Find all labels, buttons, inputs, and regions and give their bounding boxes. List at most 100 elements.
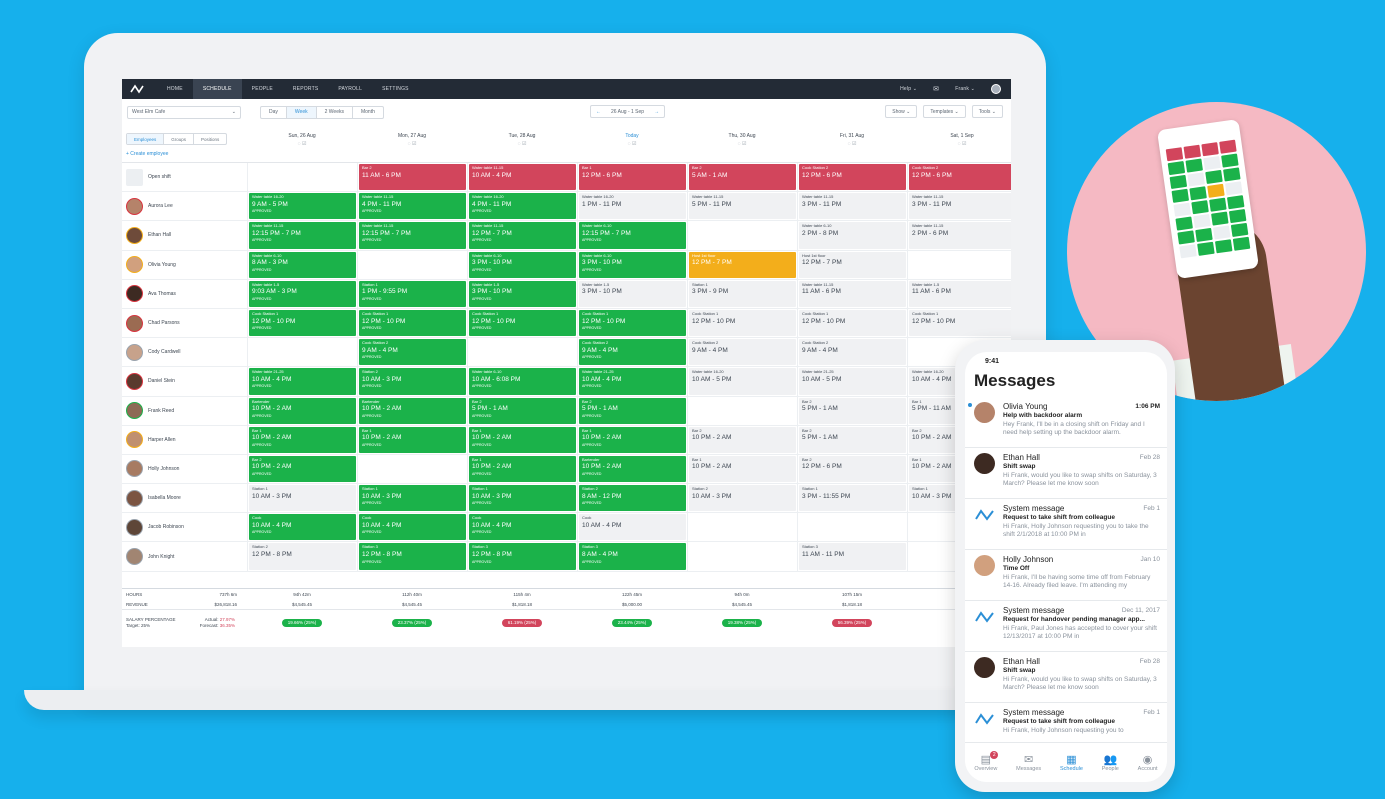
tab-messages[interactable]: ✉ Messages (1016, 754, 1041, 772)
employee-cell[interactable]: Aurora Lee (122, 192, 247, 220)
message-item[interactable]: Holly Johnson Time Off Hi Frank, I'll be h… (965, 550, 1167, 601)
show-button[interactable]: Show ⌄ (885, 105, 918, 118)
shift-block[interactable]: Water table 16-20 10 AM - 5 PM (689, 368, 796, 395)
schedule-cell[interactable]: Water table 11-15 5 PM - 11 PM (687, 192, 797, 221)
nav-item-settings[interactable]: SETTINGS (382, 86, 409, 92)
message-item[interactable]: Ethan Hall Shift swap Hi Frank, would you … (965, 448, 1167, 499)
view-tab-positions[interactable]: Positions (201, 136, 220, 142)
employee-cell[interactable]: Chad Parsons (122, 309, 247, 337)
schedule-cell[interactable]: Bar 1 10 PM - 2 AM APPROVED (357, 425, 467, 454)
shift-block[interactable]: Water table 11-15 12:15 PM - 7 PM APPROVED (249, 222, 356, 249)
schedule-cell[interactable]: Bar 1 12 PM - 6 PM (577, 163, 687, 192)
schedule-cell[interactable]: Station 3 11 AM - 11 PM (797, 542, 907, 571)
shift-block[interactable]: Station 1 10 AM - 3 PM APPROVED (469, 485, 576, 512)
employee-cell[interactable]: Ava Thomas (122, 280, 247, 308)
day-label[interactable]: Sat, 1 Sep (950, 133, 974, 139)
shift-block[interactable]: Water table 6-10 2 PM - 8 PM (799, 222, 906, 249)
schedule-cell[interactable]: Water table 21-25 10 AM - 5 PM (797, 367, 907, 396)
shift-block[interactable]: Water table 11-15 12 PM - 7 PM APPROVED (469, 222, 576, 249)
schedule-cell[interactable]: Bartender 10 PM - 2 AM APPROVED (577, 454, 687, 484)
schedule-cell[interactable] (907, 250, 1011, 279)
day-actions-icon[interactable]: ◌ ☑ (627, 141, 637, 147)
schedule-cell[interactable]: Water table 16-20 10 AM - 5 PM (687, 367, 797, 396)
schedule-cell[interactable] (907, 542, 1011, 571)
schedule-cell[interactable] (467, 338, 577, 367)
shift-block[interactable]: Cook 10 AM - 4 PM (579, 514, 686, 541)
shift-block[interactable]: Water table 21-25 10 AM - 5 PM (799, 368, 906, 395)
schedule-cell[interactable]: Bar 1 10 PM - 2 AM APPROVED (467, 454, 577, 484)
schedule-cell[interactable]: Water table 1-5 11 AM - 6 PM (907, 279, 1011, 308)
shift-block[interactable]: Station 3 11 AM - 11 PM (799, 543, 906, 570)
schedule-cell[interactable]: Water table 11-15 11 AM - 6 PM (797, 279, 907, 308)
app-logo-icon[interactable] (130, 84, 144, 94)
schedule-cell[interactable]: Cook Station 1 12 PM - 10 PM APPROVED (577, 308, 687, 338)
schedule-cell[interactable]: Station 1 10 AM - 3 PM APPROVED (467, 484, 577, 513)
schedule-cell[interactable] (687, 513, 797, 542)
range-month[interactable]: Month (360, 109, 375, 115)
employee-cell[interactable]: John Knight (122, 542, 247, 570)
schedule-cell[interactable]: Water table 11-15 12:15 PM - 7 PM APPROVED (357, 221, 467, 250)
shift-block[interactable]: Host 1st floor 12 PM - 7 PM (689, 251, 796, 278)
employee-cell[interactable]: Daniel Stein (122, 367, 247, 395)
schedule-cell[interactable]: Water table 21-25 10 AM - 4 PM APPROVED (577, 367, 687, 396)
shift-block[interactable]: Bar 2 10 PM - 2 AM APPROVED (249, 455, 356, 483)
schedule-cell[interactable]: Water table 11-15 12 PM - 7 PM APPROVED (467, 221, 577, 250)
templates-button[interactable]: Templates ⌄ (923, 105, 966, 118)
schedule-cell[interactable]: Water table 1-5 3 PM - 10 PM (577, 279, 687, 308)
schedule-cell[interactable]: Water table 6-10 10 AM - 6:08 PM APPROVED (467, 367, 577, 396)
shift-block[interactable]: Bar 1 10 PM - 2 AM APPROVED (579, 426, 686, 453)
schedule-cell[interactable]: Station 2 12 PM - 8 PM (247, 542, 357, 571)
nav-item-schedule[interactable]: SCHEDULE (192, 79, 242, 99)
shift-block[interactable]: Water table 16-20 1 PM - 11 PM (579, 193, 686, 220)
employee-cell[interactable]: Isabella Moore (122, 484, 247, 512)
user-avatar[interactable] (991, 84, 1001, 94)
shift-block[interactable]: Station 3 12 PM - 8 PM APPROVED (359, 543, 466, 570)
shift-block[interactable]: Bar 1 10 PM - 2 AM APPROVED (249, 426, 356, 453)
schedule-cell[interactable]: Bartender 10 PM - 2 AM APPROVED (357, 396, 467, 425)
shift-block[interactable]: Water table 16-20 4 PM - 11 PM APPROVED (469, 193, 576, 220)
schedule-cell[interactable]: Water table 11-15 4 PM - 11 PM APPROVED (357, 192, 467, 221)
schedule-cell[interactable]: Water table 1-5 9:03 AM - 3 PM APPROVED (247, 279, 357, 308)
shift-block[interactable]: Water table 6-10 12:15 PM - 7 PM APPROVED (579, 222, 686, 249)
shift-block[interactable]: Water table 11-15 2 PM - 6 PM (909, 222, 1011, 249)
schedule-cell[interactable]: Bar 2 12 PM - 6 PM (797, 454, 907, 484)
shift-block[interactable]: Bar 2 12 PM - 6 PM (799, 455, 906, 483)
nav-item-payroll[interactable]: PAYROLL (338, 86, 363, 92)
range-day[interactable]: Day (261, 106, 287, 118)
schedule-cell[interactable]: Cook Station 1 12 PM - 10 PM APPROVED (357, 308, 467, 338)
schedule-cell[interactable] (357, 250, 467, 279)
schedule-cell[interactable]: Cook Station 1 12 PM - 10 PM APPROVED (247, 308, 357, 338)
shift-block[interactable]: Bar 1 10 PM - 2 AM APPROVED (469, 426, 576, 453)
shift-block[interactable]: Bar 2 11 AM - 6 PM (359, 164, 466, 191)
date-range-label[interactable]: 26 Aug - 1 Sep (611, 108, 645, 115)
shift-block[interactable]: Water table 1-5 11 AM - 6 PM (909, 280, 1011, 307)
shift-block[interactable]: Cook Station 2 12 PM - 6 PM (799, 164, 906, 191)
shift-block[interactable]: Cook Station 1 12 PM - 10 PM (909, 309, 1011, 337)
next-week-arrow-icon[interactable]: → (654, 108, 660, 115)
shift-block[interactable]: Station 2 10 AM - 3 PM APPROVED (359, 368, 466, 395)
schedule-cell[interactable]: Station 1 10 AM - 3 PM APPROVED (357, 484, 467, 513)
day-label[interactable]: Fri, 31 Aug (839, 133, 865, 139)
schedule-cell[interactable]: Bar 1 10 PM - 2 AM APPROVED (467, 425, 577, 454)
schedule-cell[interactable]: Water table 11-15 12:15 PM - 7 PM APPROVED (247, 221, 357, 250)
schedule-cell[interactable]: Water table 16-20 9 AM - 5 PM APPROVED (247, 192, 357, 221)
day-actions-icon[interactable]: ◌ ☑ (847, 141, 857, 147)
day-actions-icon[interactable]: ◌ ☑ (517, 141, 527, 147)
schedule-cell[interactable]: Station 3 12 PM - 8 PM APPROVED (467, 542, 577, 571)
message-item[interactable]: System message Request for handover pendi… (965, 601, 1167, 652)
tab-overview[interactable]: ▤ 2 Overview (974, 750, 999, 772)
